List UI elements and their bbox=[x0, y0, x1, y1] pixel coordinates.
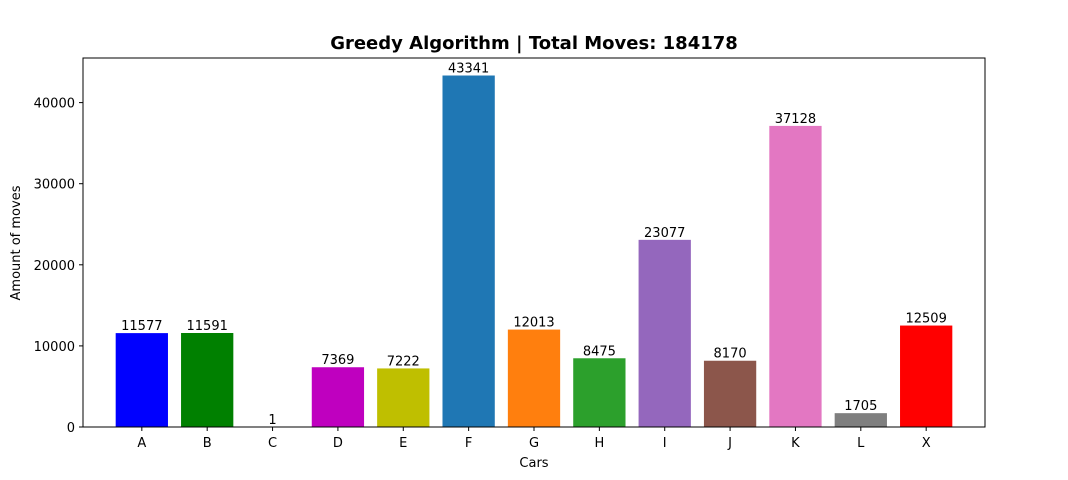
bar-b bbox=[181, 332, 234, 427]
x-tick-label-x: X bbox=[922, 436, 931, 451]
x-tick-label-g: G bbox=[529, 436, 539, 451]
plot-area: 11577 11591 1 7369 7222 43341 12013 8475 23077 81… bbox=[34, 57, 986, 451]
bar-value-label-h: 8475 bbox=[583, 344, 616, 359]
bar-a bbox=[115, 333, 168, 427]
bar-value-label-x: 12509 bbox=[905, 312, 946, 327]
y-tick-label: 30000 bbox=[34, 178, 75, 193]
x-tick-label-d: D bbox=[333, 436, 343, 451]
bar-f bbox=[442, 75, 495, 428]
bar-value-label-l: 1705 bbox=[844, 399, 877, 414]
x-tick-label-e: E bbox=[399, 436, 407, 451]
x-tick-label-a: A bbox=[137, 436, 146, 451]
y-axis-label: Amount of moves bbox=[9, 185, 24, 300]
bar-value-label-k: 37128 bbox=[775, 112, 816, 127]
bar-value-label-c: 1 bbox=[268, 413, 276, 428]
bar-i bbox=[638, 239, 691, 427]
bar-value-label-a: 11577 bbox=[121, 319, 162, 334]
bars bbox=[115, 75, 953, 428]
x-tick-label-f: F bbox=[465, 436, 472, 451]
bar-value-label-g: 12013 bbox=[513, 316, 554, 331]
y-tick-label: 40000 bbox=[34, 97, 75, 112]
bar-e bbox=[377, 368, 430, 427]
x-tick-label-c: C bbox=[268, 436, 277, 451]
x-tick-label-l: L bbox=[857, 436, 865, 451]
bar-d bbox=[311, 367, 365, 427]
x-tick-label-j: J bbox=[727, 436, 732, 451]
bar-h bbox=[573, 358, 626, 427]
y-tick-label: 0 bbox=[67, 421, 75, 436]
y-tick-label: 20000 bbox=[34, 259, 75, 274]
x-axis-label: Cars bbox=[519, 456, 548, 471]
x-tick-label-i: I bbox=[663, 436, 667, 451]
y-axis-ticks: 0 10000 20000 30000 40000 bbox=[34, 97, 83, 436]
x-tick-label-k: K bbox=[791, 436, 800, 451]
x-tick-label-b: B bbox=[203, 436, 212, 451]
bar-value-label-i: 23077 bbox=[644, 226, 685, 241]
bar-g bbox=[507, 329, 561, 427]
x-tick-label-h: H bbox=[594, 436, 604, 451]
bar-labels: 11577 11591 1 7369 7222 43341 12013 8475 23077 81… bbox=[121, 62, 947, 428]
bar-value-label-b: 11591 bbox=[187, 319, 228, 334]
y-tick-label: 10000 bbox=[34, 340, 75, 355]
bar-value-label-e: 7222 bbox=[387, 354, 420, 369]
bar-value-label-d: 7369 bbox=[321, 353, 354, 368]
bar-value-label-j: 8170 bbox=[714, 347, 747, 362]
bar-x bbox=[900, 325, 953, 427]
bar-j bbox=[703, 360, 757, 427]
bar-l bbox=[834, 413, 887, 427]
chart-title: Greedy Algorithm | Total Moves: 184178 bbox=[330, 33, 738, 54]
bar-k bbox=[769, 125, 822, 428]
bar-value-label-f: 43341 bbox=[448, 62, 489, 77]
